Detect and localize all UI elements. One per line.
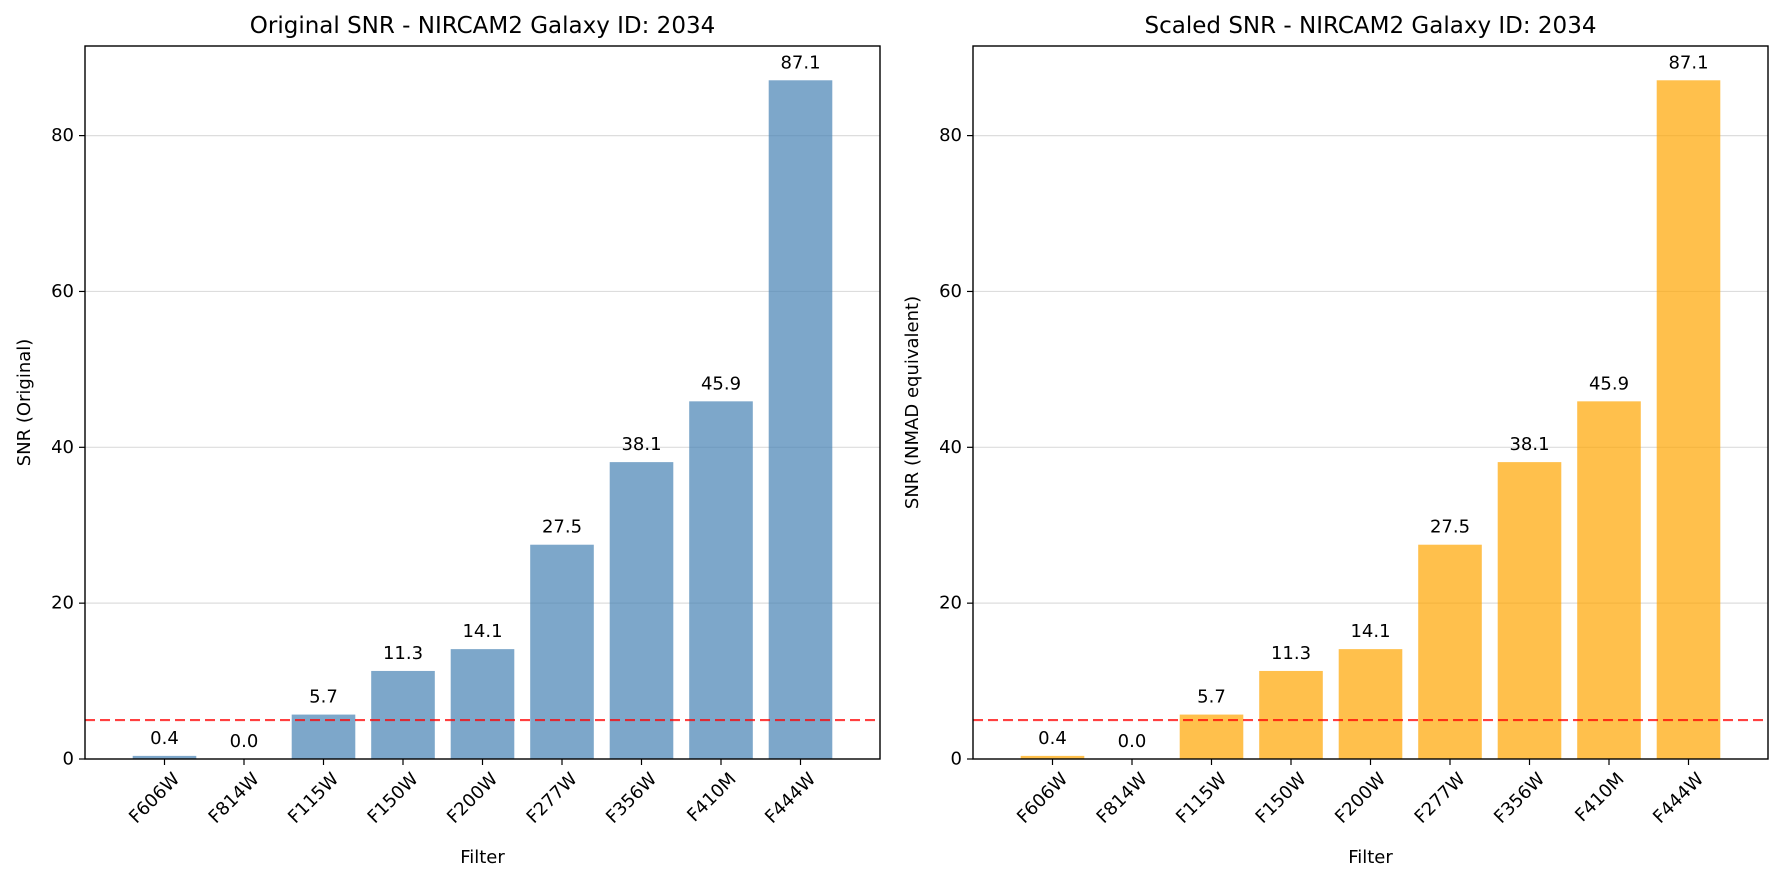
y-tick-label: 60 (939, 281, 962, 302)
y-tick-label: 60 (51, 281, 74, 302)
bar-F444W (1656, 80, 1721, 760)
data-label: 11.3 (383, 643, 423, 664)
data-label: 38.1 (621, 434, 661, 455)
y-tick-label: 0 (951, 749, 962, 770)
x-axis-label: Filter (1348, 847, 1393, 868)
data-label: 5.7 (309, 687, 338, 708)
bar-F277W (530, 544, 594, 759)
y-tick-label: 20 (51, 593, 74, 614)
bar-F115W (1179, 714, 1244, 759)
plot-area (973, 80, 1768, 760)
data-label: 14.1 (462, 621, 502, 642)
data-label: 5.7 (1197, 687, 1226, 708)
bar-F410M (1577, 401, 1641, 759)
bar-F277W (1418, 544, 1482, 759)
x-axis-label: Filter (460, 847, 505, 868)
data-label: 0.0 (230, 731, 259, 752)
data-label: 27.5 (1430, 517, 1470, 538)
data-label: 87.1 (1668, 52, 1708, 73)
original-snr-panel: Original SNR - NIRCAM2 Galaxy ID: 2034 F… (14, 13, 881, 868)
bar-F356W (609, 462, 674, 759)
data-label: 0.4 (1038, 728, 1067, 749)
bar-F606W (1020, 755, 1085, 759)
data-label: 0.4 (150, 728, 179, 749)
y-tick-label: 40 (939, 437, 962, 458)
data-label: 27.5 (542, 517, 582, 538)
data-label: 0.0 (1118, 731, 1147, 752)
data-label: 38.1 (1509, 434, 1549, 455)
bar-F150W (1259, 670, 1323, 759)
data-label: 45.9 (1589, 373, 1629, 394)
plot-area (85, 80, 880, 760)
bar-F606W (132, 755, 197, 759)
y-tick-label: 80 (939, 125, 962, 146)
y-tick-label: 0 (63, 749, 74, 770)
y-axis-label: SNR (Original) (14, 339, 35, 467)
chart-title: Original SNR - NIRCAM2 Galaxy ID: 2034 (250, 13, 715, 39)
bar-F115W (291, 714, 356, 759)
chart-title: Scaled SNR - NIRCAM2 Galaxy ID: 2034 (1145, 13, 1597, 39)
y-tick-label: 20 (939, 593, 962, 614)
data-label: 11.3 (1271, 643, 1311, 664)
bar-F200W (450, 649, 515, 759)
bar-F444W (768, 80, 833, 760)
data-label: 87.1 (780, 52, 820, 73)
y-axis-label: SNR (NMAD equivalent) (902, 296, 923, 509)
y-tick-label: 40 (51, 437, 74, 458)
bar-F200W (1338, 649, 1403, 759)
data-label: 45.9 (701, 373, 741, 394)
bar-F150W (371, 670, 435, 759)
y-tick-label: 80 (51, 125, 74, 146)
bar-F410M (689, 401, 753, 759)
scaled-snr-panel: Scaled SNR - NIRCAM2 Galaxy ID: 2034 Fil… (902, 13, 1769, 868)
bar-F356W (1497, 462, 1562, 759)
data-label: 14.1 (1350, 621, 1390, 642)
